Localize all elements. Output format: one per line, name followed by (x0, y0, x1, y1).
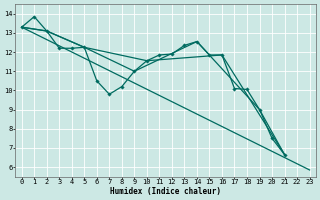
X-axis label: Humidex (Indice chaleur): Humidex (Indice chaleur) (110, 187, 221, 196)
